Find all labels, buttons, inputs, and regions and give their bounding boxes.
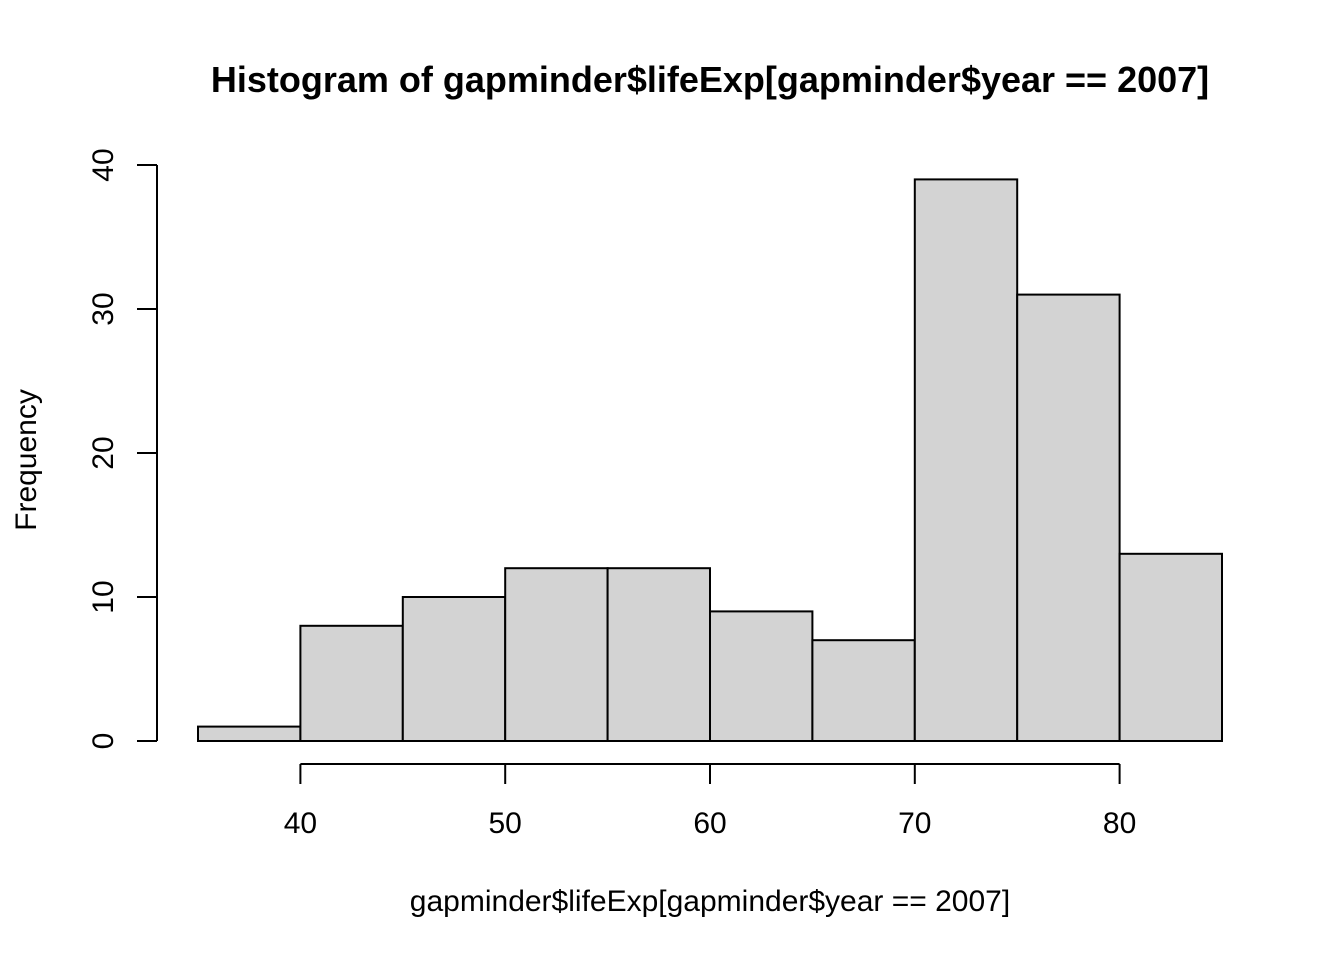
y-tick-label: 10 [87, 580, 120, 613]
x-tick-label: 40 [284, 807, 317, 840]
histogram-bar [197, 725, 302, 742]
x-tick-label: 50 [489, 807, 522, 840]
y-tick-label: 20 [87, 436, 120, 469]
histogram-bar [401, 596, 507, 742]
histogram-bar [1118, 552, 1223, 742]
histogram-bar [504, 567, 609, 743]
histogram-bar [299, 624, 404, 742]
x-tick-label: 70 [898, 807, 931, 840]
x-axis-title: gapminder$lifeExp[gapminder$year == 2007… [410, 885, 1010, 918]
y-tick-label: 40 [87, 148, 120, 181]
histogram-bar [709, 610, 814, 743]
y-tick-label: 0 [87, 733, 120, 750]
chart-title: Histogram of gapminder$lifeExp[gapminder… [211, 59, 1209, 100]
bars-group [197, 178, 1223, 743]
histogram-bar [606, 567, 711, 743]
x-tick-label: 60 [693, 807, 726, 840]
histogram-bar [913, 178, 1019, 742]
histogram-bar [811, 639, 916, 743]
y-axis: 0 10 20 30 40 [87, 148, 158, 750]
histogram-bar [1016, 293, 1121, 742]
x-tick-label: 80 [1103, 807, 1136, 840]
x-axis: 40 50 60 70 80 [284, 763, 1136, 840]
y-tick-label: 30 [87, 292, 120, 325]
y-axis-title: Frequency [10, 389, 43, 531]
